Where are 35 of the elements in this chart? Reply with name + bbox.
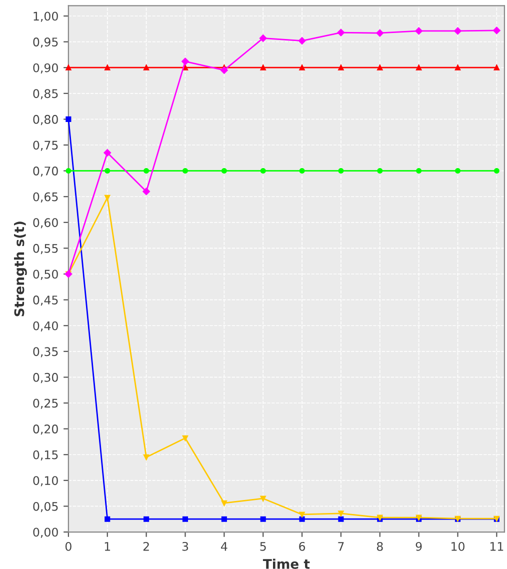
y-tick-label: 0,15 [33, 450, 58, 460]
y-tick-label: 0,05 [33, 502, 58, 512]
x-tick-label: 7 [338, 542, 344, 551]
x-tick-label: 6 [299, 542, 306, 551]
y-tick-label: 0,65 [33, 192, 58, 202]
x-tick-label: 1 [104, 542, 110, 551]
y-tick-label: 0,00 [33, 528, 58, 538]
y-tick-label: 0,70 [33, 166, 58, 177]
y-tick-label: 0,80 [33, 114, 58, 126]
y-tick-label: 0,25 [33, 398, 58, 409]
x-tick-label: 0 [65, 542, 72, 551]
y-tick-label: 0,30 [33, 372, 58, 384]
y-tick-label: 0,35 [33, 347, 58, 358]
y-tick-label: 0,95 [33, 38, 58, 48]
y-axis-title: Strength s(t) [14, 222, 27, 316]
y-tick-label: 0,75 [33, 140, 58, 151]
x-tick-label: 11 [490, 542, 504, 551]
x-axis-title: Time t [262, 558, 310, 569]
x-tick-label: 9 [416, 542, 422, 551]
y-tick-label: 0,60 [33, 218, 58, 228]
x-tick-label: 2 [143, 542, 149, 551]
x-tick-label: 10 [452, 542, 464, 551]
x-tick-label: 5 [260, 542, 266, 551]
y-tick-label: 0,85 [33, 89, 58, 100]
y-tick-label: 1,00 [34, 12, 58, 22]
y-tick-label: 0,20 [33, 424, 58, 435]
x-tick-label: 8 [376, 542, 383, 551]
y-tick-label: 0,50 [33, 270, 58, 280]
y-tick-label: 0,90 [33, 63, 58, 74]
y-tick-label: 0,10 [33, 476, 58, 486]
x-tick-label: 4 [220, 542, 228, 551]
x-tick-label: 3 [182, 542, 188, 551]
y-tick-label: 0,45 [33, 296, 58, 306]
y-tick-label: 0,40 [33, 321, 58, 332]
y-tick-label: 0,55 [33, 244, 58, 254]
